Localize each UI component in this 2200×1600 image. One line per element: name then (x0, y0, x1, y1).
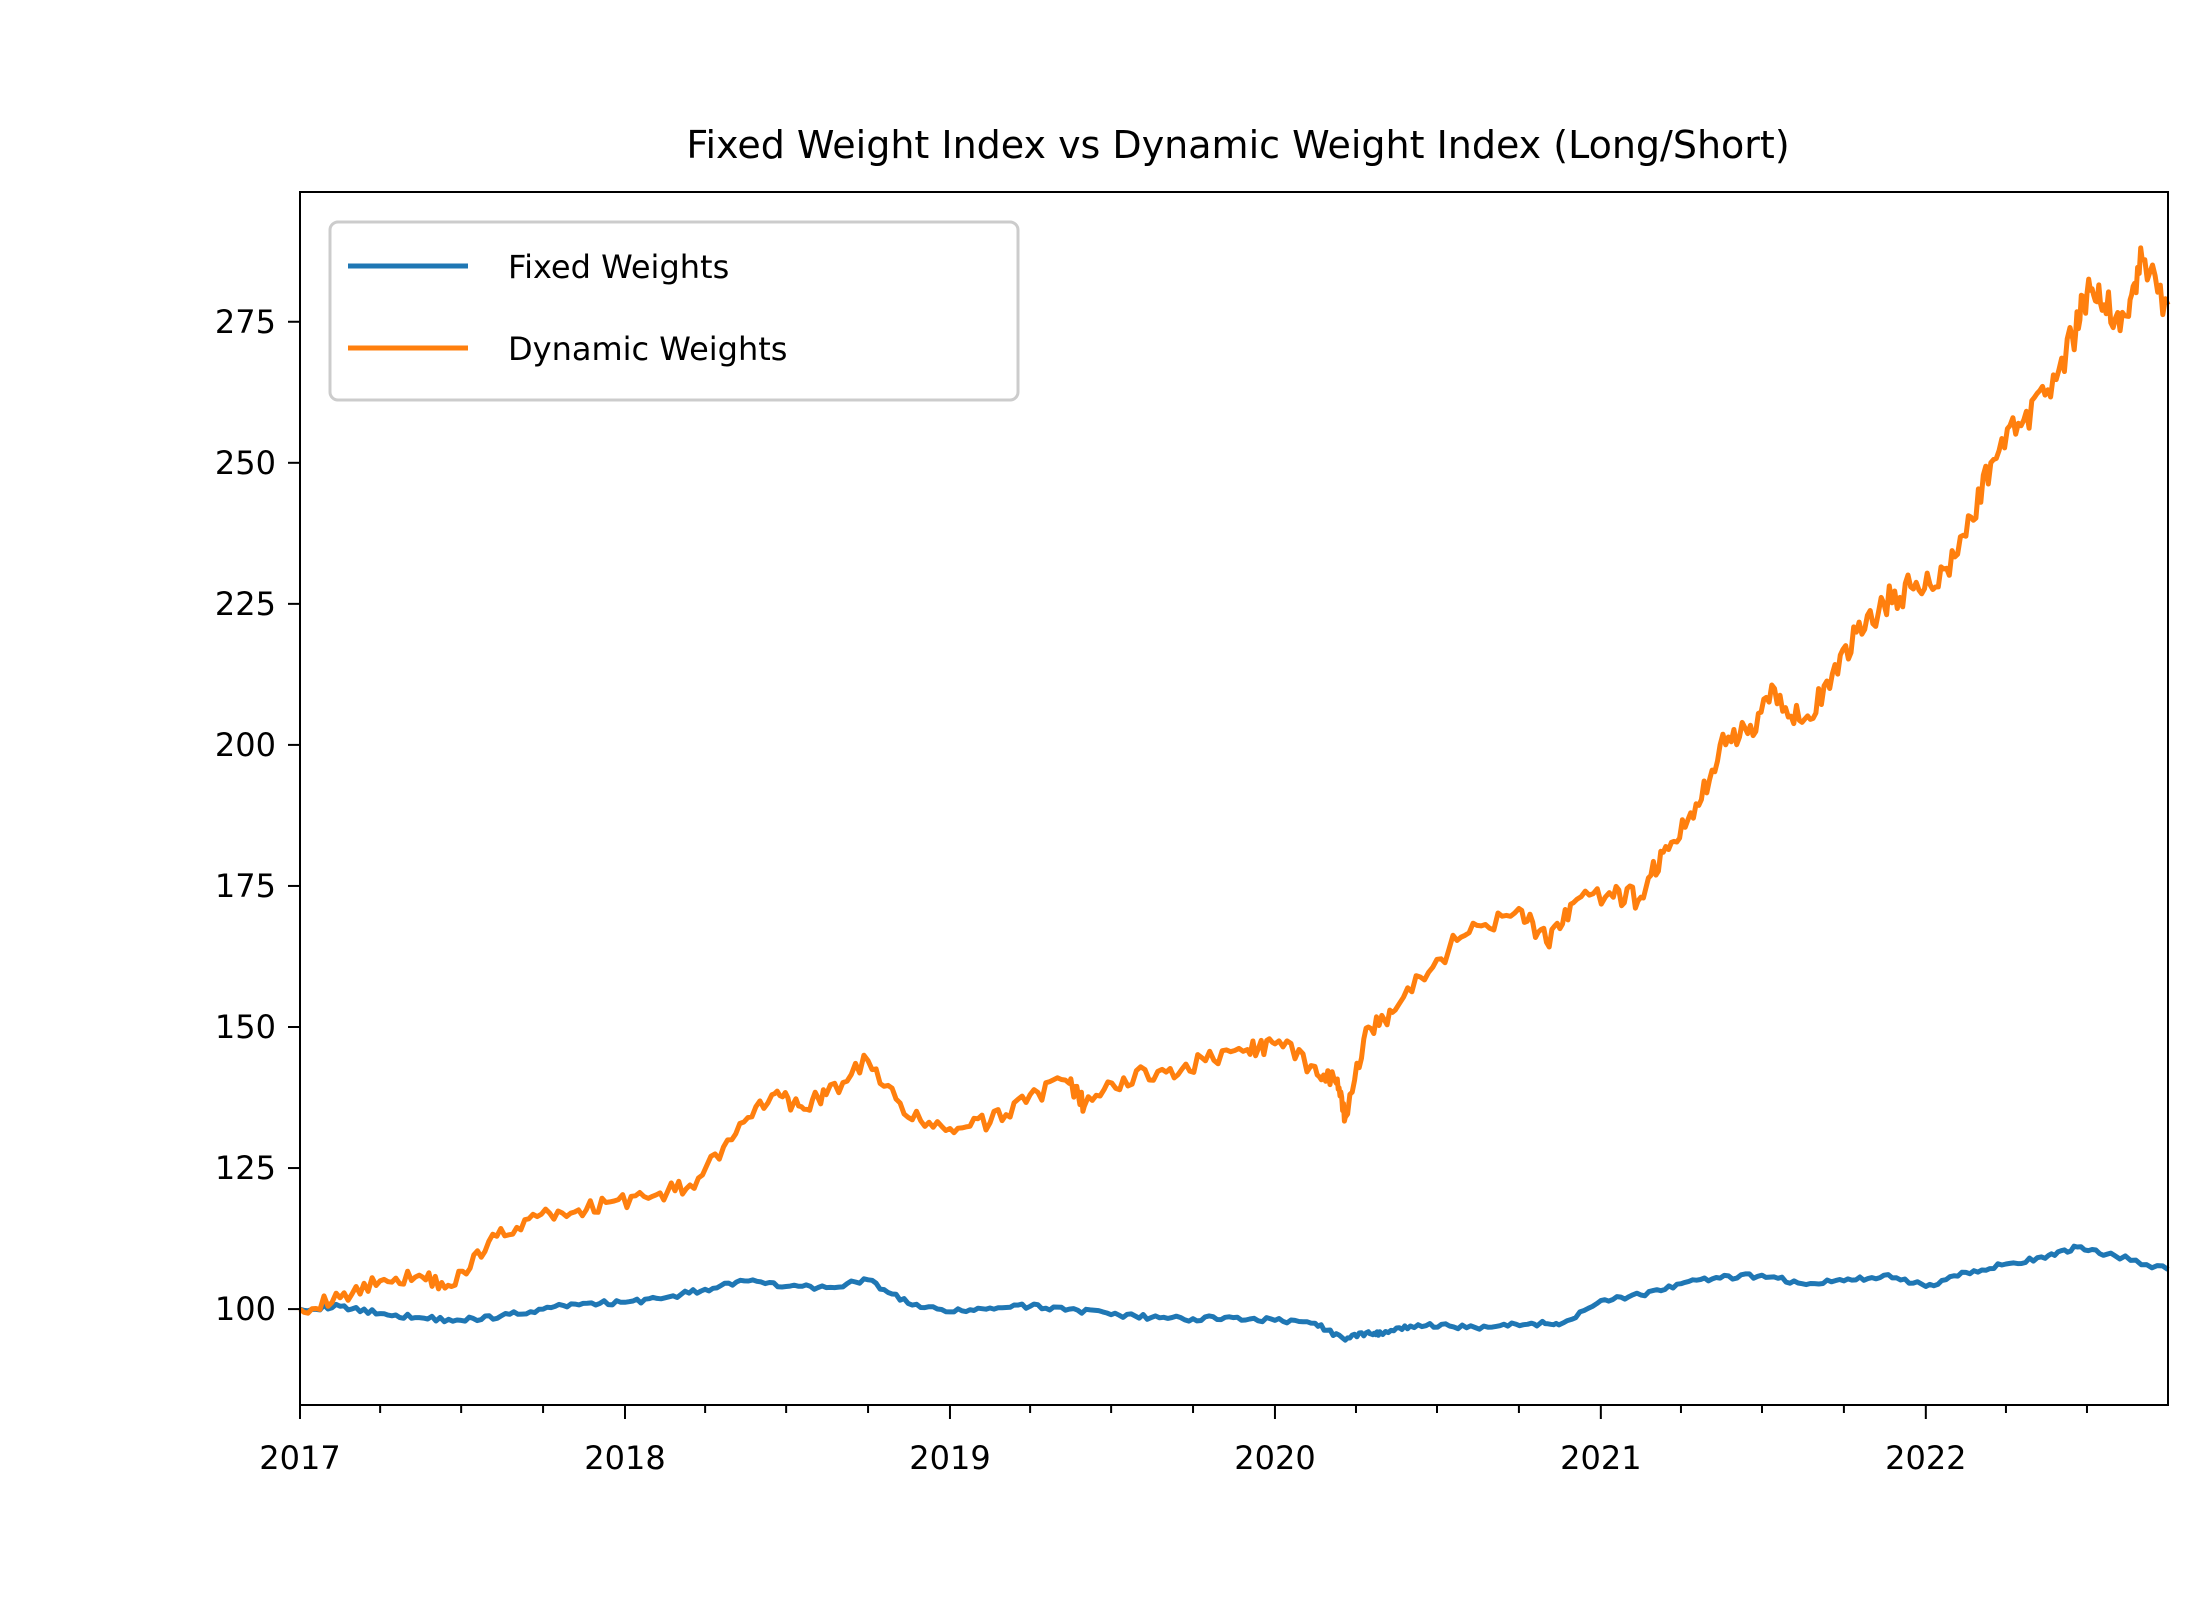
y-tick-label: 100 (215, 1290, 276, 1328)
y-tick-label: 125 (215, 1149, 276, 1187)
legend-label-fixed-weights: Fixed Weights (508, 248, 729, 286)
x-tick-label: 2022 (1885, 1439, 1966, 1477)
chart-title: Fixed Weight Index vs Dynamic Weight Ind… (686, 123, 1789, 167)
x-axis: 2017 2018 2019 2020 2021 2022 (259, 1405, 2088, 1477)
legend: Fixed Weights Dynamic Weights (328, 220, 1020, 402)
plot-frame (299, 191, 2169, 1406)
x-tick-label: 2018 (584, 1439, 665, 1477)
y-tick-label: 175 (215, 867, 276, 905)
y-tick-label: 150 (215, 1008, 276, 1046)
y-tick-label: 275 (215, 303, 276, 341)
y-tick-label: 250 (215, 444, 276, 482)
y-tick-label: 200 (215, 726, 276, 764)
plot-lines (298, 245, 2171, 1343)
x-tick-label: 2020 (1234, 1439, 1315, 1477)
legend-box (328, 220, 1020, 402)
series-line-fixed-weights (299, 1243, 2170, 1343)
series-line-dynamic-weights (298, 245, 2171, 1316)
y-axis: 100 125 150 175 200 225 250 275 (215, 303, 300, 1328)
x-tick-label: 2017 (259, 1439, 340, 1477)
y-tick-label: 225 (215, 585, 276, 623)
x-tick-label: 2019 (909, 1439, 990, 1477)
x-tick-label: 2021 (1560, 1439, 1641, 1477)
legend-label-dynamic-weights: Dynamic Weights (508, 330, 787, 368)
